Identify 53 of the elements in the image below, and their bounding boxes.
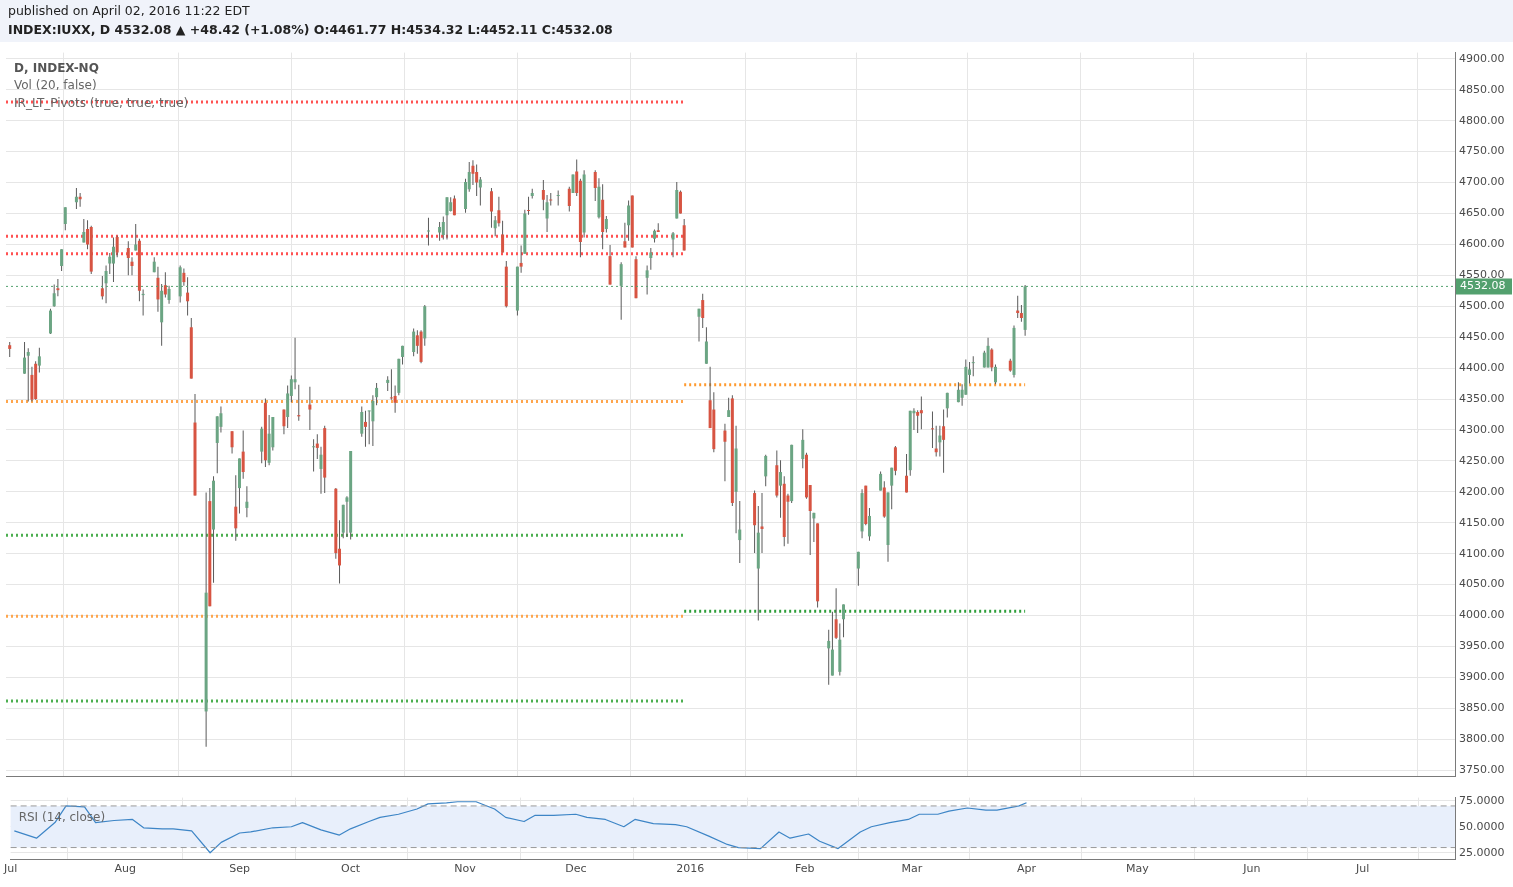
x-tick-label: 2016 — [676, 862, 705, 876]
x-tick-label: Apr — [1016, 862, 1037, 876]
x-tick-label: Sep — [229, 862, 251, 876]
x-tick-label: Mar — [901, 862, 923, 876]
y-tick-label: 4400.00 — [1459, 360, 1505, 374]
annotation: D, INDEX-NQ — [14, 60, 99, 75]
x-tick-label: Aug — [114, 862, 136, 876]
y-tick-label: 4850.00 — [1459, 82, 1505, 96]
y-tick-label: 25.0000 — [1459, 845, 1505, 859]
y-tick-label: 3800.00 — [1459, 732, 1505, 746]
y-tick-label: 4450.00 — [1459, 330, 1505, 344]
candlestick — [527, 196, 531, 215]
x-tick-label: Feb — [795, 862, 815, 876]
x-tick-label: Dec — [565, 862, 587, 876]
chart-subtitle: published on April 02, 2016 11:22 EDT — [8, 2, 251, 20]
y-tick-label: 4250.00 — [1459, 453, 1505, 467]
annotation: Vol (20, false) — [14, 78, 97, 93]
y-tick-label: 4500.00 — [1459, 299, 1505, 313]
x-tick-label: Oct — [340, 862, 361, 876]
y-tick-label: 4050.00 — [1459, 577, 1505, 591]
y-tick-label: 3900.00 — [1459, 670, 1505, 684]
x-tick-label: Jul — [1355, 862, 1370, 876]
candlestick — [312, 439, 316, 472]
ref-line-label: 4532.08 — [1460, 279, 1506, 293]
y-tick-label: 4800.00 — [1459, 113, 1505, 127]
y-tick-label: 3950.00 — [1459, 639, 1505, 653]
y-tick-label: 3850.00 — [1459, 701, 1505, 715]
y-tick-label: 4000.00 — [1459, 608, 1505, 622]
y-tick-label: 4550.00 — [1459, 268, 1505, 282]
chart-title: INDEX:IUXX, D 4532.08 ▲ +48.42 (+1.08%) O:4461.77 H:4534.32 L:4452.11 C:4532.08 — [8, 21, 614, 39]
y-tick-label: 4700.00 — [1459, 175, 1505, 189]
y-tick-label: 4150.00 — [1459, 515, 1505, 529]
x-tick-label: Nov — [454, 862, 477, 876]
y-tick-label: 4300.00 — [1459, 422, 1505, 436]
x-tick-label: Jun — [1242, 862, 1261, 876]
candlestick — [971, 356, 975, 377]
y-tick-label: 4750.00 — [1459, 144, 1505, 158]
x-tick-label: Jul — [3, 862, 18, 876]
candlestick — [930, 411, 934, 448]
candlestick — [26, 348, 30, 402]
y-tick-label: 4900.00 — [1459, 51, 1505, 65]
y-tick-label: 3750.00 — [1459, 763, 1505, 777]
candlestick — [760, 493, 764, 554]
y-tick-label: 4650.00 — [1459, 206, 1505, 220]
x-tick-label: May — [1125, 862, 1150, 876]
candlestick — [426, 217, 430, 246]
y-tick-label: 50.0000 — [1459, 819, 1505, 833]
y-tick-label: 75.0000 — [1459, 793, 1505, 807]
y-tick-label: 4200.00 — [1459, 484, 1505, 498]
annotation: IR_LT_Pivots (true, true, true) — [14, 95, 189, 110]
y-tick-label: 4350.00 — [1459, 391, 1505, 405]
y-tick-label: 4100.00 — [1459, 546, 1505, 560]
y-tick-label: 4600.00 — [1459, 237, 1505, 251]
